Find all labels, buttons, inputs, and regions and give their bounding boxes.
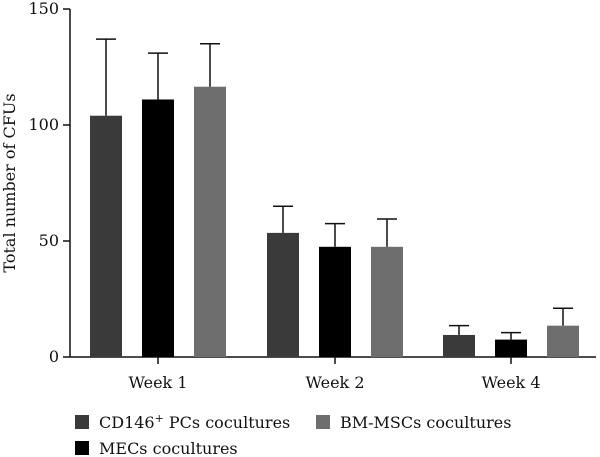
y-axis: 0 50 100 150 Total number of CFUs	[0, 0, 71, 366]
x-tick-label: Week 4	[481, 373, 540, 392]
bar-bm-mscs	[371, 246, 403, 357]
bar-mecs	[495, 339, 527, 357]
legend-item-bm-mscs: BM-MSCs cocultures	[316, 413, 511, 432]
legend-swatch-mecs	[75, 441, 89, 455]
y-tick-label: 150	[28, 0, 59, 18]
bar-mecs	[142, 99, 174, 357]
legend-swatch-bm-mscs	[316, 415, 330, 429]
legend-label-cd146-pcs: CD146+ PCs cocultures	[99, 412, 290, 433]
y-axis-title: Total number of CFUs	[0, 93, 19, 272]
bar-mecs	[319, 246, 351, 357]
legend-item-mecs: MECs cocultures	[75, 439, 238, 457]
legend-item-cd146-pcs: CD146+ PCs cocultures	[75, 412, 290, 433]
x-ticks: Week 1 Week 2 Week 4	[128, 357, 541, 392]
error-bars	[96, 38, 573, 340]
y-tick-label: 50	[39, 231, 59, 250]
legend-label-bm-mscs: BM-MSCs cocultures	[340, 413, 511, 432]
y-tick-label: 0	[49, 347, 59, 366]
y-ticks: 0 50 100 150	[28, 0, 70, 366]
x-tick-label: Week 1	[128, 373, 187, 392]
bar-cd146-pcs	[443, 334, 475, 357]
bar-bm-mscs	[547, 325, 579, 357]
x-axis: Week 1 Week 2 Week 4	[70, 356, 596, 392]
bar-bm-mscs	[194, 86, 226, 357]
legend: CD146+ PCs cocultures MECs cocultures BM…	[75, 412, 511, 457]
bar-cd146-pcs	[90, 115, 122, 357]
bar-cd146-pcs	[267, 232, 299, 357]
legend-label-mecs: MECs cocultures	[99, 439, 238, 457]
y-tick-label: 100	[28, 115, 59, 134]
x-tick-label: Week 2	[305, 373, 364, 392]
legend-swatch-cd146-pcs	[75, 415, 89, 429]
bars	[90, 86, 579, 357]
